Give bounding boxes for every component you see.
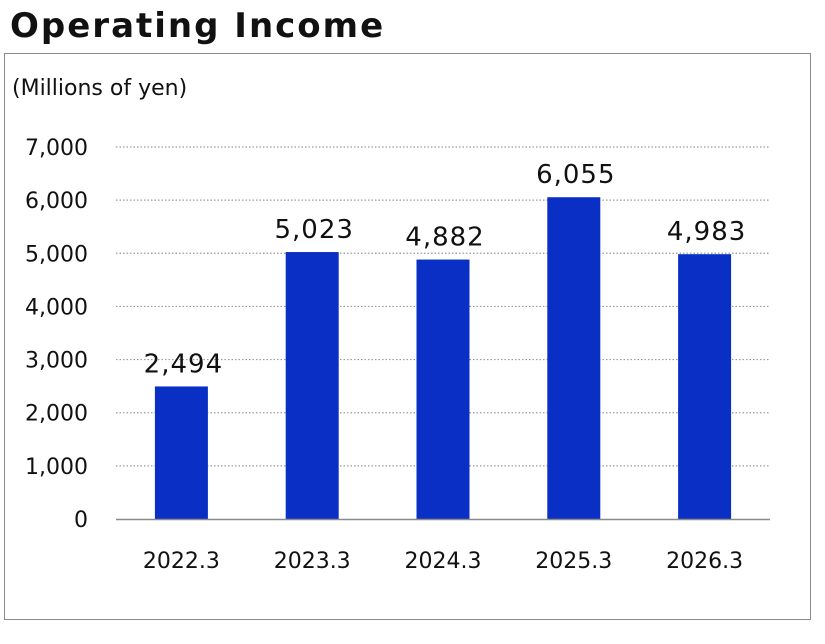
- unit-label: (Millions of yen): [12, 76, 188, 101]
- y-tick-label: 1,000: [25, 455, 88, 480]
- y-tick-label: 2,000: [25, 402, 88, 427]
- data-label: 4,983: [667, 217, 746, 247]
- bar: [547, 197, 601, 519]
- x-tick-label: 2022.3: [143, 549, 220, 574]
- y-tick-label: 5,000: [25, 242, 88, 267]
- bar: [416, 259, 470, 519]
- x-tick-label: 2024.3: [405, 549, 482, 574]
- chart-frame: [4, 53, 811, 620]
- bar: [285, 252, 339, 520]
- y-tick-label: 6,000: [25, 189, 88, 214]
- bar: [678, 254, 732, 519]
- y-tick-label: 3,000: [25, 349, 88, 374]
- data-label: 6,055: [536, 160, 615, 190]
- chart-title: Operating Income: [10, 6, 386, 46]
- data-label: 5,023: [274, 215, 353, 245]
- x-tick-label: 2026.3: [666, 549, 743, 574]
- y-tick-label: 7,000: [25, 136, 88, 161]
- y-tick-label: 4,000: [25, 295, 88, 320]
- data-label: 2,494: [144, 349, 223, 379]
- x-tick-label: 2023.3: [274, 549, 351, 574]
- x-tick-label: 2025.3: [535, 549, 612, 574]
- bar: [154, 386, 208, 519]
- data-label: 4,882: [405, 223, 484, 253]
- y-tick-label: 0: [74, 508, 88, 533]
